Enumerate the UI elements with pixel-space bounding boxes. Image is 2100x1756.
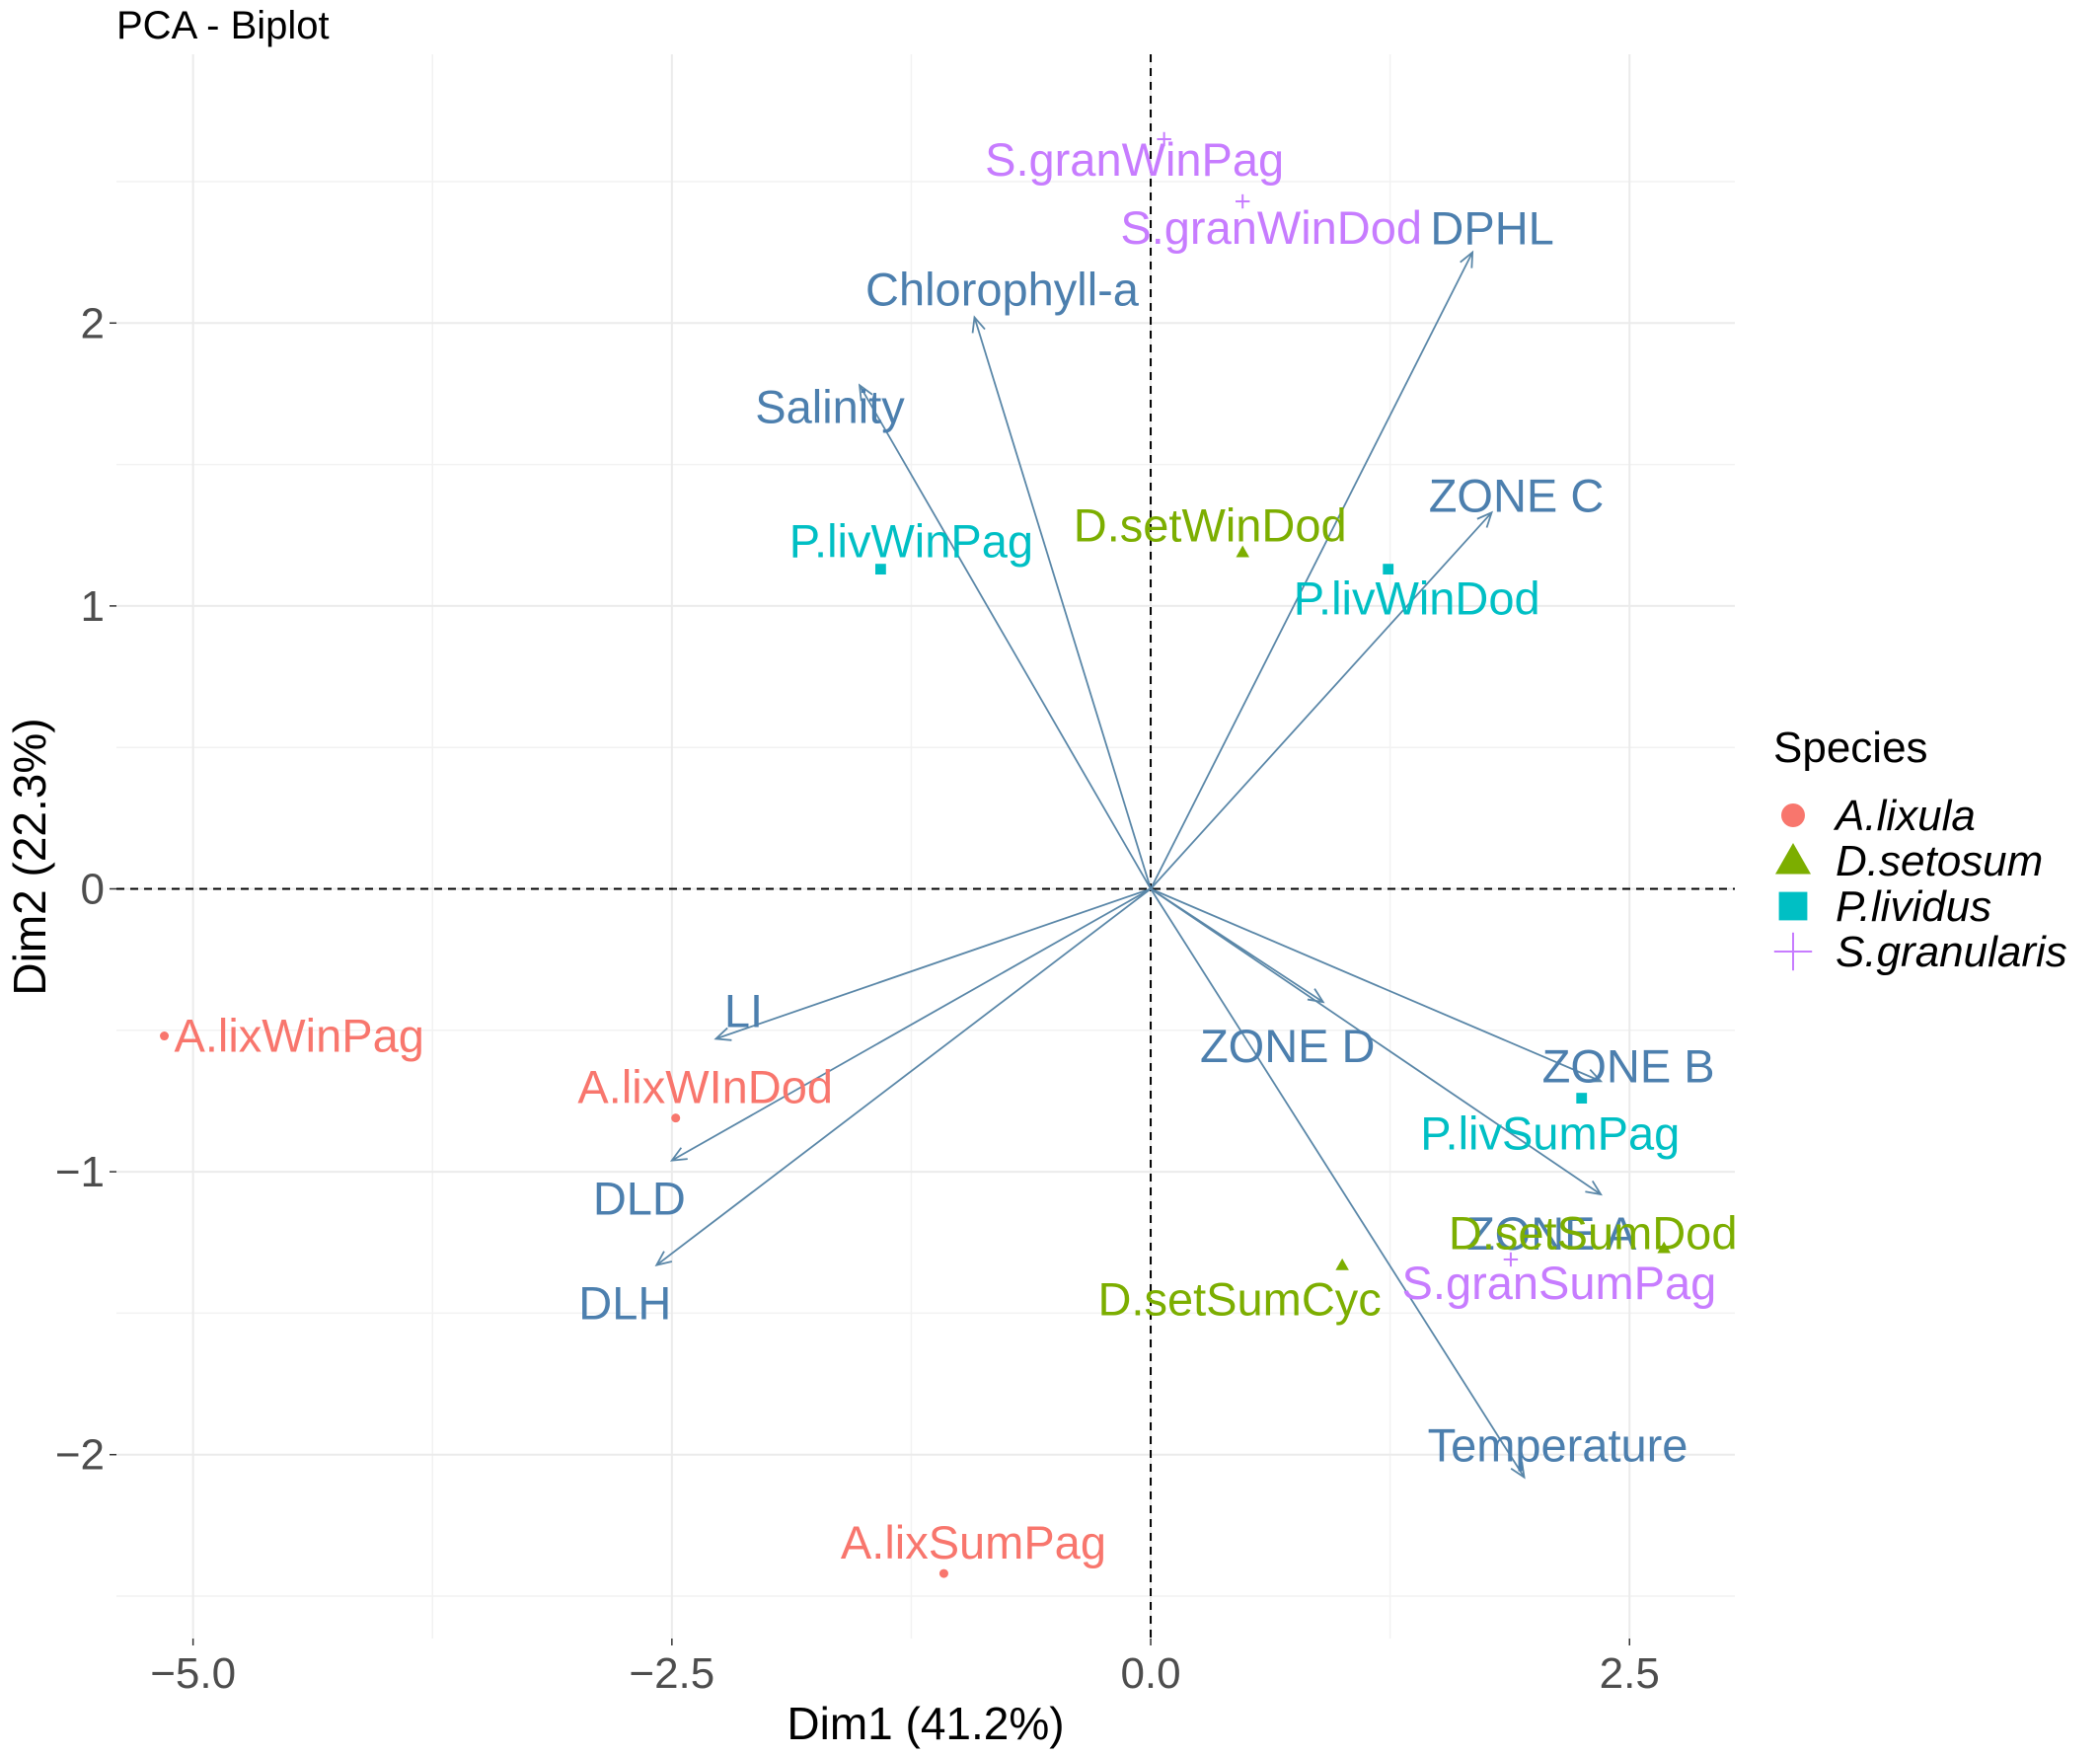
- data-point: [1157, 131, 1171, 147]
- data-point: [1335, 1258, 1349, 1270]
- arrow-head: [713, 1027, 732, 1041]
- arrow-head: [1585, 1069, 1604, 1083]
- point-label: D.setSumDod: [1449, 1206, 1738, 1259]
- variable-arrow: [1150, 887, 1602, 1083]
- legend-entry-label: A.lixula: [1833, 792, 1976, 840]
- legend: Species A.lixulaD.setosumP.lividusS.gran…: [1773, 724, 2067, 976]
- x-tick-label: −5.0: [150, 1649, 236, 1698]
- data-point: [1503, 1252, 1519, 1267]
- data-point: [1236, 193, 1250, 209]
- arrow-head: [858, 383, 873, 402]
- variable-label: ZONE A: [1466, 1207, 1637, 1260]
- arrow-head: [1510, 1461, 1526, 1480]
- point-label: A.lixWinPag: [175, 1010, 424, 1062]
- data-point: [1576, 1093, 1588, 1104]
- variable-label: LI: [724, 984, 763, 1036]
- variable-label: Temperature: [1428, 1419, 1688, 1472]
- arrow-head: [1585, 1180, 1603, 1196]
- y-tick-label: −1: [55, 1148, 105, 1196]
- y-tick-label: 1: [81, 582, 105, 631]
- variable-arrows: [654, 250, 1604, 1480]
- legend-key: [1778, 891, 1808, 921]
- x-axis-title: Dim1 (41.2%): [787, 1698, 1064, 1749]
- arrow-head: [654, 1251, 673, 1267]
- y-tick-label: −2: [55, 1431, 105, 1480]
- arrow-head: [1476, 510, 1493, 528]
- y-axis-title: Dim2 (22.3%): [4, 718, 55, 995]
- data-point: [874, 564, 886, 575]
- reference-lines: [116, 54, 1735, 1639]
- data-point: [1236, 545, 1249, 558]
- legend-key: [1781, 803, 1805, 827]
- y-tick-label: 0: [81, 865, 105, 913]
- variable-arrow: [715, 887, 1152, 1040]
- point-label: D.setSumCyc: [1097, 1273, 1381, 1326]
- point-label: S.granSumPag: [1402, 1257, 1717, 1309]
- variable-arrow: [1150, 511, 1493, 890]
- variable-arrow: [973, 317, 1152, 889]
- arrow-head: [1460, 250, 1474, 268]
- individual-points: [160, 131, 1671, 1578]
- variable-label: DPHL: [1430, 202, 1553, 255]
- point-label: P.livSumPag: [1420, 1107, 1680, 1160]
- legend-entry-label: S.granularis: [1836, 928, 2067, 976]
- data-point: [671, 1113, 681, 1123]
- variable-arrow: [1150, 888, 1526, 1479]
- point-label: D.setWinDod: [1074, 498, 1347, 551]
- arrow-head: [669, 1147, 688, 1162]
- variable-arrow: [1150, 887, 1602, 1195]
- point-label: S.granWinPag: [985, 133, 1284, 186]
- arrow-head: [971, 315, 986, 334]
- variable-label: ZONE B: [1542, 1039, 1715, 1092]
- variable-label: ZONE C: [1429, 469, 1605, 521]
- arrow-head: [1307, 988, 1325, 1004]
- point-label: A.lixWInDod: [577, 1061, 833, 1113]
- data-point: [1657, 1241, 1671, 1254]
- legend-key: [1773, 932, 1813, 971]
- variable-label: ZONE D: [1200, 1020, 1376, 1072]
- legend-entry-label: P.lividus: [1836, 882, 1991, 931]
- chart-title: PCA - Biplot: [116, 4, 330, 47]
- point-label: P.livWinPag: [789, 515, 1033, 568]
- data-point: [1383, 564, 1394, 575]
- point-label: S.granWinDod: [1120, 201, 1422, 254]
- legend-entry-label: D.setosum: [1836, 837, 2043, 885]
- x-tick-label: 0.0: [1120, 1649, 1180, 1698]
- x-tick-label: −2.5: [629, 1649, 714, 1698]
- legend-key: [1775, 843, 1811, 875]
- legend-title: Species: [1773, 724, 1928, 772]
- variable-label: Chlorophyll-a: [865, 264, 1140, 316]
- variable-arrow: [1150, 252, 1473, 889]
- variable-arrow: [859, 384, 1152, 889]
- point-label: P.livWinDod: [1294, 573, 1540, 625]
- variable-label: Salinity: [755, 380, 905, 432]
- variable-label: DLD: [593, 1173, 686, 1225]
- point-label: A.lixSumPag: [841, 1516, 1106, 1568]
- variable-arrow: [671, 887, 1152, 1162]
- data-point: [938, 1568, 948, 1578]
- point-labels: DPHL Chlorophyll-a Salinity ZONE C LI DLD DLH Z…: [175, 133, 1738, 1568]
- axis-ticks: −5.0 −2.5 0.0 2.5 −2 −1 0 1 2: [55, 299, 1660, 1698]
- x-tick-label: 2.5: [1600, 1649, 1660, 1698]
- variable-label: DLH: [578, 1277, 671, 1330]
- variable-arrow: [655, 887, 1152, 1266]
- y-tick-label: 2: [81, 299, 105, 347]
- data-point: [160, 1031, 170, 1041]
